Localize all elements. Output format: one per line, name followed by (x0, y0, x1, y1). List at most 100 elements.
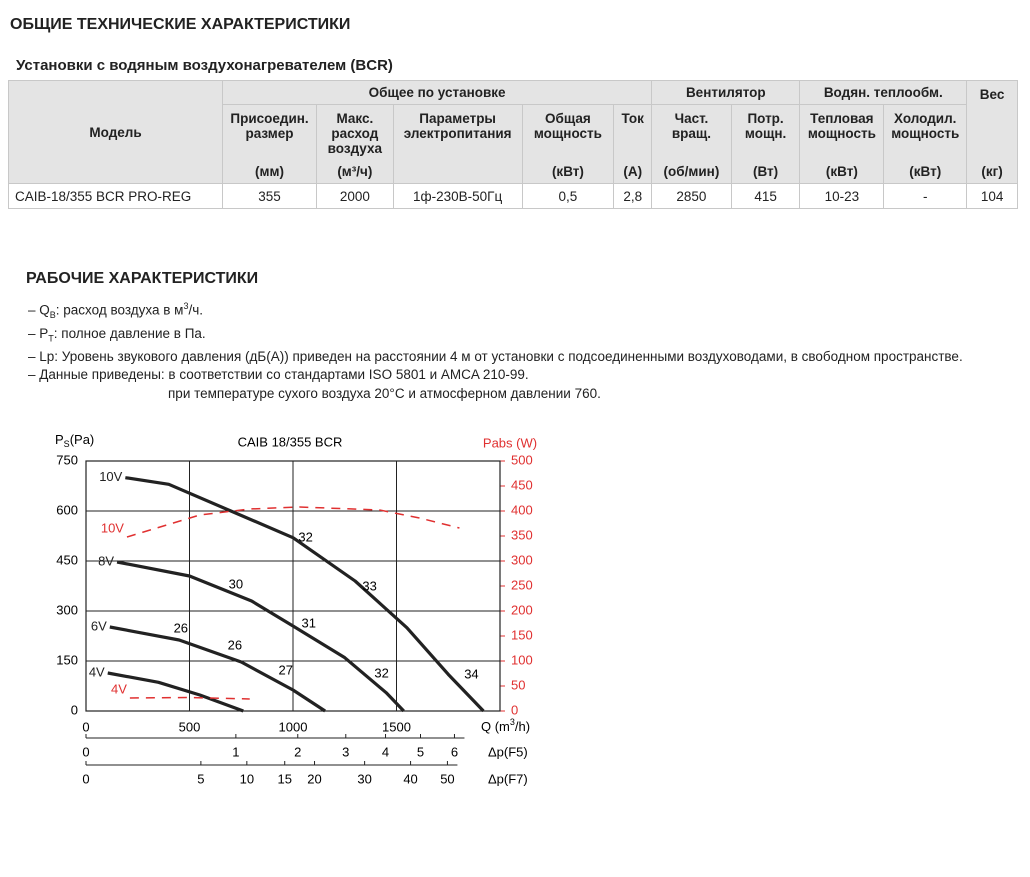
cell: 104 (966, 183, 1018, 209)
curve (109, 625, 326, 713)
noise-label: 30 (229, 576, 243, 591)
header-wrap: Присоедин. размер (мм) (223, 105, 316, 183)
y2-tick-label: 450 (511, 477, 533, 492)
extra-axis-label: 10 (240, 771, 254, 786)
extra-axis-label: 1 (232, 744, 239, 759)
plot-frame (85, 460, 501, 712)
header-wrap: Холодил. мощность (кВт) (884, 105, 966, 183)
header-name: Холодил. мощность (891, 111, 960, 141)
extra-axis-label: 4 (382, 744, 389, 759)
note: при температуре сухого воздуха 20°C и ат… (168, 385, 601, 401)
header-unit: (м³/ч) (337, 164, 373, 179)
header-wrap: Тепловая мощность (кВт) (800, 105, 883, 183)
y-tick-label: 300 (56, 602, 78, 617)
y2-tick-label: 200 (511, 602, 533, 617)
x-tick-label: 1000 (279, 719, 308, 734)
curve (125, 476, 485, 713)
y2-tick-label: 0 (511, 702, 518, 717)
curve-label: 6V (91, 618, 107, 633)
column-header: Общая мощность (кВт) (521, 104, 615, 184)
group-header: Общее по установке (222, 80, 653, 105)
note: – QВ: расход воздуха в м3/ч. (28, 297, 963, 325)
curve-label: 10V (101, 520, 124, 535)
spec-table: Модель Общее по установке Вентилятор Вод… (7, 80, 1018, 209)
y2-tick-label: 50 (511, 677, 525, 692)
column-header: Холодил. мощность (кВт) (883, 104, 968, 184)
extra-axis-label: 3 (342, 744, 349, 759)
cell: 1ф-230В-50Гц (392, 183, 523, 209)
x-axis-label: Q (m3/h) (481, 717, 530, 734)
x-axis-label-part: Q (m (481, 719, 510, 734)
extra-axis-label: 50 (440, 771, 454, 786)
noise-label: 33 (362, 578, 376, 593)
noise-label: 27 (279, 662, 293, 677)
y-tick-label: 600 (56, 502, 78, 517)
group-header: Модель (7, 80, 224, 184)
header-name: Потр. мощн. (744, 111, 787, 141)
header-name: Общая мощность (533, 111, 602, 141)
column-header: Тепловая мощность (кВт) (799, 104, 885, 184)
note: – Lp: Уровень звукового давления (дБ(А))… (28, 348, 963, 367)
noise-label: 31 (301, 615, 315, 630)
extra-axis-label: 20 (307, 771, 321, 786)
cell: - (883, 183, 968, 209)
x-tick-label: 500 (179, 719, 201, 734)
header-unit: (кВт) (551, 164, 584, 179)
column-header: Част. вращ. (об/мин) (651, 104, 732, 184)
note-text: T (48, 333, 54, 344)
y2-axis-label: Pabs (W) (483, 435, 537, 450)
header-name: Параметры электропитания (403, 111, 512, 141)
y2-tick-label: 500 (511, 452, 533, 467)
page-title: ОБЩИЕ ТЕХНИЧЕСКИЕ ХАРАКТЕРИСТИКИ (10, 16, 351, 33)
x-axis-label-part: 3 (510, 717, 515, 727)
noise-label: 32 (374, 665, 388, 680)
header-unit: (кВт) (825, 164, 858, 179)
note-text: 3 (183, 301, 189, 311)
header-wrap: Част. вращ. (об/мин) (652, 105, 731, 183)
y2-tick-label: 100 (511, 652, 533, 667)
y2-tick-label: 350 (511, 527, 533, 542)
header-name: Присоедин. размер (230, 111, 309, 141)
note: – PT: полное давление в Па. (28, 325, 963, 348)
group-header: Вес (кг) (966, 80, 1018, 184)
curve (126, 506, 460, 538)
noise-label: 34 (464, 666, 478, 681)
x-tick-label: 1500 (382, 719, 411, 734)
extra-axis-label: 5 (417, 744, 424, 759)
y-tick-label: 0 (71, 702, 78, 717)
note-text: /ч. (188, 302, 204, 318)
extra-axis-label: 40 (403, 771, 417, 786)
y-axis-label-part: S (64, 439, 70, 449)
curve (107, 671, 244, 713)
header-wrap: Параметры электропитания (394, 105, 522, 183)
section-title: РАБОЧИЕ ХАРАКТЕРИСТИКИ (26, 270, 259, 287)
y-axis-label-part: (Pa) (70, 432, 95, 447)
extra-axis-label: 0 (82, 771, 89, 786)
curve-label: 4V (111, 681, 127, 696)
extra-axis-label: 30 (357, 771, 371, 786)
curve-label: 10V (99, 469, 122, 484)
column-header: Параметры электропитания (392, 104, 523, 184)
note-text: : расход воздуха в м (55, 302, 184, 318)
cell: 2,8 (613, 183, 653, 209)
y2-tick-label: 400 (511, 502, 533, 517)
x-axis-label-part: /h) (515, 719, 530, 734)
header-name: Тепловая мощность (807, 111, 876, 141)
subtitle: Установки с водяным воздухонагревателем … (16, 57, 393, 74)
curve (129, 696, 250, 700)
extra-axis-title: Δp(F5) (488, 744, 528, 759)
extra-axis-label: 15 (277, 771, 291, 786)
cell: 10-23 (799, 183, 885, 209)
note: – Данные приведены: в соответствии со ст… (28, 366, 963, 385)
curve-label: 4V (89, 664, 105, 679)
y2-tick-label: 300 (511, 552, 533, 567)
extra-axis-label: 2 (294, 744, 301, 759)
noise-label: 32 (298, 529, 312, 544)
note-text: : полное давление в Па. (53, 325, 206, 341)
header-unit: (Вт) (752, 164, 779, 179)
cell: 2000 (315, 183, 394, 209)
extra-axis-label: 0 (82, 744, 89, 759)
header-unit: (об/мин) (663, 164, 720, 179)
